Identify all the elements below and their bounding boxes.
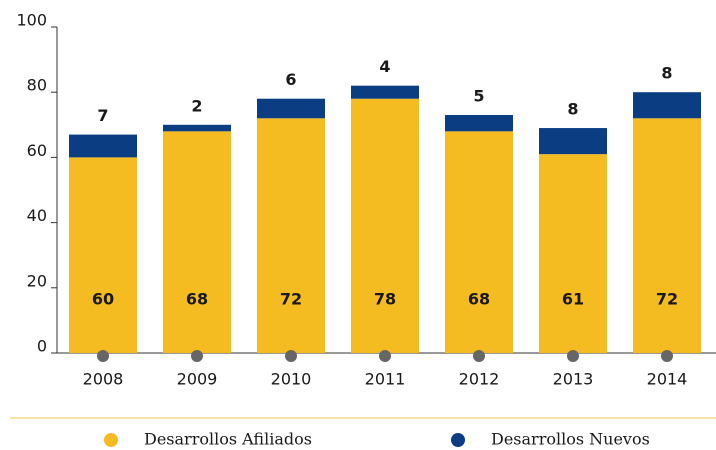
x-tick-label: 2011: [365, 370, 406, 389]
y-tick-label: 20: [27, 271, 47, 290]
axis-dot: [661, 350, 673, 362]
x-tick-label: 2008: [83, 370, 124, 389]
x-tick-label: 2013: [553, 370, 594, 389]
value-label: 4: [379, 57, 390, 76]
x-tick-label: 2012: [459, 370, 500, 389]
bar-segment: [257, 98, 325, 119]
y-tick-label: 40: [27, 206, 47, 225]
axis-dot: [285, 350, 297, 362]
bar-segment: [539, 154, 607, 353]
bar-segment: [69, 157, 137, 353]
x-tick-label: 2009: [177, 370, 218, 389]
value-label: 78: [374, 290, 396, 309]
axis-dot: [97, 350, 109, 362]
legend-label: Desarrollos Afiliados: [144, 430, 312, 449]
legend-label: Desarrollos Nuevos: [491, 430, 650, 449]
bar-segment: [633, 118, 701, 353]
bar-segment: [633, 92, 701, 119]
value-label: 6: [285, 70, 296, 89]
axis-dot: [379, 350, 391, 362]
axis-dot: [191, 350, 203, 362]
axis-dot: [473, 350, 485, 362]
axis-dot: [567, 350, 579, 362]
y-tick-label: 80: [27, 76, 47, 95]
value-label: 60: [92, 290, 114, 309]
bar-segment: [69, 134, 137, 158]
bar-segment: [351, 85, 419, 99]
y-tick-label: 100: [16, 11, 47, 30]
bar-segment: [163, 131, 231, 353]
bar-segment: [445, 131, 513, 353]
value-label: 2: [191, 96, 202, 115]
legend-swatch: [451, 433, 465, 447]
value-label: 72: [656, 290, 678, 309]
x-tick-label: 2014: [647, 370, 688, 389]
legend-swatch: [104, 433, 118, 447]
bar-segment: [163, 124, 231, 132]
value-label: 8: [661, 64, 672, 83]
y-tick-label: 0: [37, 337, 47, 356]
value-label: 7: [97, 106, 108, 125]
x-tick-label: 2010: [271, 370, 312, 389]
value-label: 61: [562, 290, 584, 309]
bar-segment: [257, 118, 325, 353]
value-label: 8: [567, 100, 578, 119]
value-label: 68: [186, 290, 208, 309]
bar-segment: [351, 98, 419, 353]
bar-segment: [539, 128, 607, 155]
y-tick-label: 60: [27, 141, 47, 160]
value-label: 68: [468, 290, 490, 309]
value-label: 5: [473, 87, 484, 106]
value-label: 72: [280, 290, 302, 309]
bar-segment: [445, 115, 513, 132]
